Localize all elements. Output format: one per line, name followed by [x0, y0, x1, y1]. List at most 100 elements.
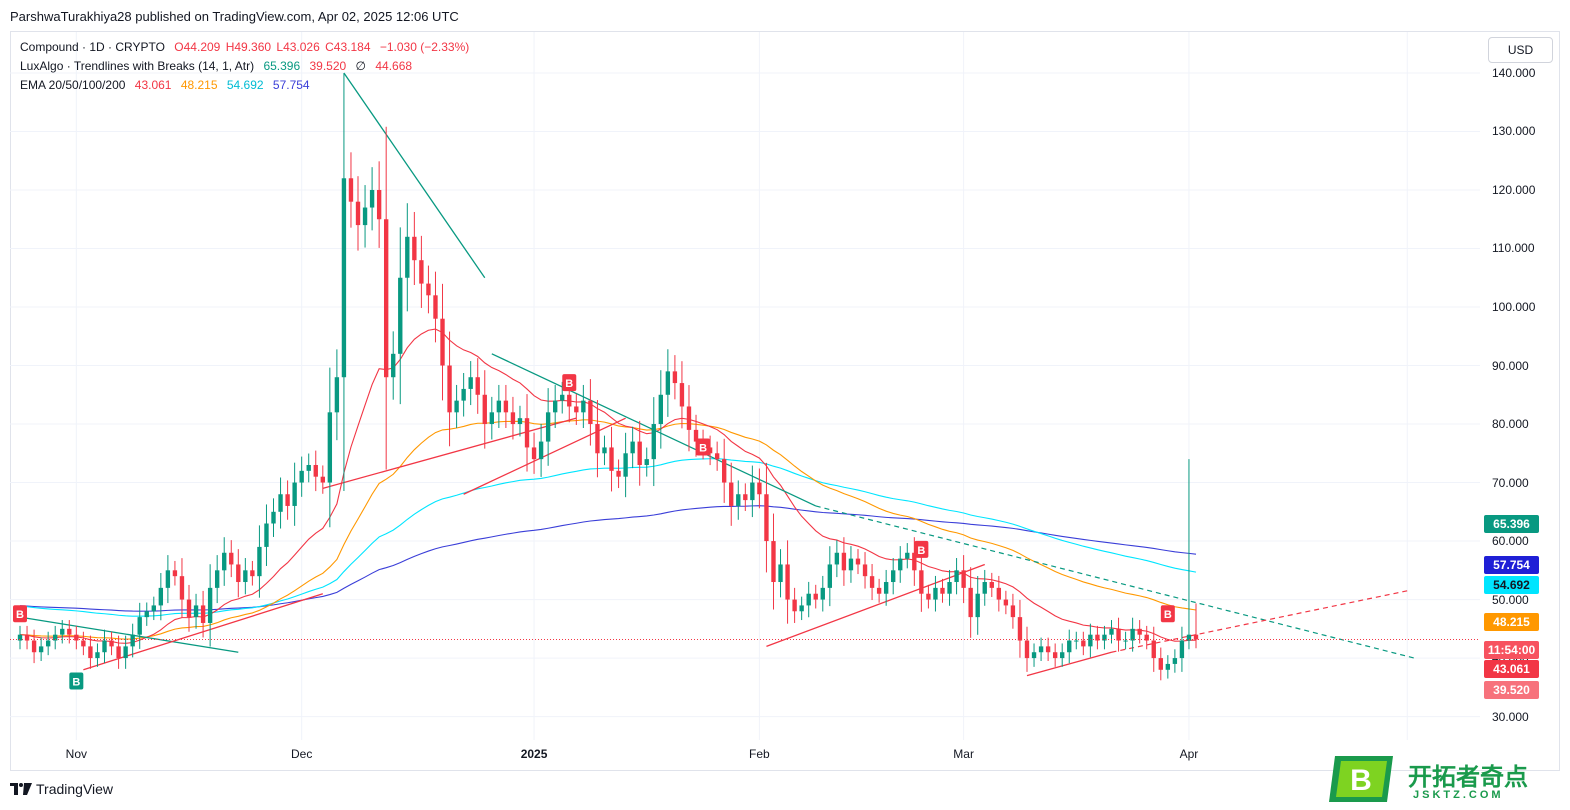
candle-body	[1172, 658, 1178, 664]
candle-body	[1003, 599, 1009, 606]
time-tick-label: Mar	[953, 747, 974, 761]
candle-body	[264, 523, 269, 547]
candle-body	[116, 646, 121, 659]
candle-body	[736, 494, 741, 506]
candle-body	[229, 552, 234, 565]
candle-body	[665, 371, 671, 395]
chart-frame[interactable]	[10, 31, 1560, 771]
candle-body	[553, 400, 558, 413]
price-tick-label: 60.000	[1492, 534, 1529, 549]
candle-body	[165, 570, 171, 588]
tradingview-logo[interactable]: TradingView	[10, 781, 113, 797]
candle-body	[1017, 617, 1023, 641]
time-tick-label: 2025	[520, 747, 548, 761]
legend-luxalgo-v1: 65.396	[263, 59, 301, 73]
candle-body	[222, 552, 227, 571]
candle-body	[912, 552, 917, 571]
candle-body	[792, 599, 797, 612]
candle-body	[53, 634, 58, 641]
candle-body	[1067, 640, 1072, 653]
time-tick-label: Apr	[1179, 747, 1199, 761]
candle-body	[405, 236, 410, 278]
candle-body	[391, 353, 396, 378]
candle-body	[1024, 640, 1030, 659]
currency-button[interactable]: USD	[1488, 37, 1553, 63]
candle-body	[327, 412, 333, 483]
break-marker-label: B	[565, 378, 573, 390]
break-marker-label: B	[1164, 609, 1172, 621]
candle-body	[88, 646, 93, 659]
candle-body	[806, 593, 811, 606]
candle-body	[1088, 634, 1093, 647]
trendline-down	[19, 616, 239, 653]
break-marker	[914, 540, 929, 558]
countdown-label: 11:54:00	[1484, 641, 1539, 659]
candle-body	[834, 552, 840, 565]
legend-ema-row[interactable]: EMA 20/50/100/200 43.061 48.215 54.692 5…	[20, 78, 316, 92]
candle-body	[38, 646, 44, 653]
watermark-title: 开拓者奇点	[1408, 763, 1528, 791]
legend-open: O44.209	[174, 40, 221, 54]
candle-body	[940, 587, 945, 594]
candle-body	[320, 476, 325, 483]
time-tick-label: Feb	[749, 747, 770, 761]
candle-body	[45, 640, 51, 647]
candle-body	[236, 564, 241, 583]
candle-body	[503, 400, 509, 413]
candle-body	[440, 318, 445, 366]
legend-luxalgo-row[interactable]: LuxAlgo · Trendlines with Breaks (14, 1,…	[20, 59, 418, 73]
break-marker	[562, 374, 577, 392]
candle-body	[24, 634, 30, 641]
candle-body	[109, 640, 114, 647]
price-tick-label: 110.000	[1492, 241, 1535, 256]
candle-body	[750, 482, 755, 501]
candle-body	[158, 587, 164, 606]
candle-body	[510, 412, 516, 425]
candle-body	[1102, 634, 1107, 641]
legend-ema-name: EMA 20/50/100/200	[20, 78, 126, 92]
price-tick-label: 90.000	[1492, 358, 1529, 373]
candle-body	[757, 482, 762, 495]
candle-body	[996, 587, 1002, 600]
legend-close: C43.184	[325, 40, 371, 54]
candle-body	[1130, 628, 1135, 641]
candle-body	[919, 570, 924, 594]
watermark-badge-letter: B	[1350, 764, 1372, 797]
candle-body	[975, 593, 980, 618]
break-marker	[696, 438, 711, 456]
trendlines	[19, 72, 1415, 677]
candle-body	[820, 587, 825, 600]
candle-body	[869, 576, 875, 588]
candle-body	[1081, 640, 1086, 647]
candle-body	[412, 236, 417, 261]
candle-body	[898, 558, 903, 571]
candle-body	[905, 552, 910, 559]
candle-body	[848, 558, 854, 571]
candle-body	[581, 400, 586, 413]
watermark-subtitle: JSKTZ.COM	[1413, 789, 1504, 801]
ema100-line	[19, 458, 1197, 617]
candle-body	[989, 582, 994, 588]
candle-body	[67, 628, 72, 635]
candle-body	[933, 587, 938, 600]
trendline-up	[766, 563, 985, 647]
break-marker	[1160, 605, 1175, 623]
candle-body	[517, 418, 523, 425]
candle-body	[686, 406, 692, 430]
candle-body	[31, 640, 37, 653]
candle-body	[102, 640, 107, 653]
ema20-line	[19, 328, 1197, 644]
candle-body	[1074, 640, 1079, 642]
legend-symbol-row[interactable]: Compound · 1D · CRYPTO O44.209 H49.360 L…	[20, 40, 475, 54]
candle-body	[1193, 634, 1199, 640]
candle-body	[531, 447, 537, 460]
candle-body	[74, 634, 79, 641]
candle-body	[313, 464, 318, 477]
candle-body	[785, 564, 790, 600]
candle-body	[461, 388, 466, 401]
candle-body	[1151, 640, 1156, 659]
break-marker	[13, 605, 27, 623]
candle-body	[355, 201, 361, 226]
candle-body	[707, 447, 713, 454]
